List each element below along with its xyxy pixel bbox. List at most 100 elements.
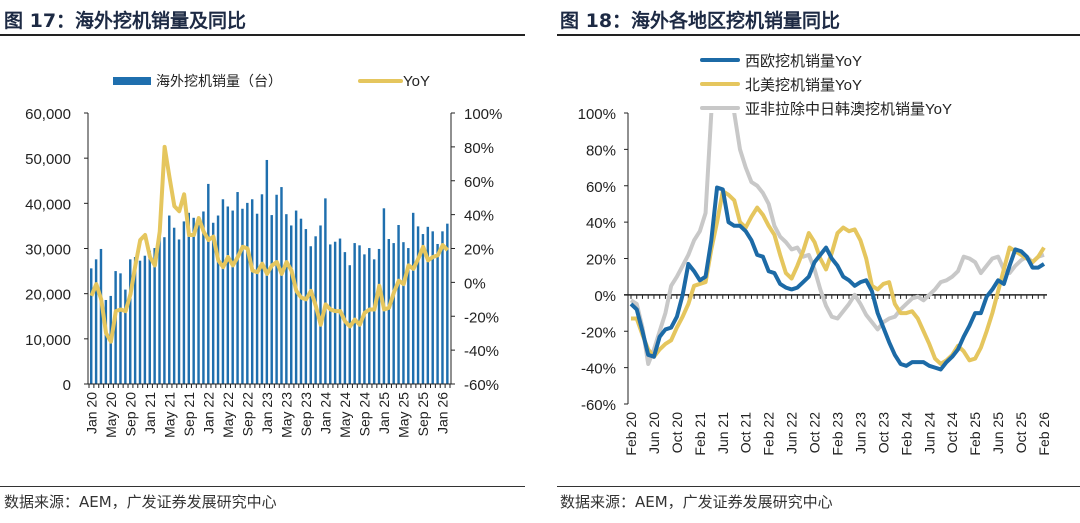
bar: [138, 260, 142, 384]
bar: [324, 198, 327, 384]
bar: [382, 208, 386, 384]
x-tick-label: May 24: [337, 392, 353, 438]
bar: [148, 250, 151, 384]
y-left-tick-label: 0: [63, 377, 71, 394]
bar: [250, 199, 254, 384]
left-chart-title: 图 17：海外挖机销量及同比: [4, 10, 247, 32]
left-chart: 海外挖机销量（台） YoY 0 10,000 20,000 30,000 40,000 50,…: [25, 73, 502, 438]
bar: [202, 211, 205, 384]
x-tick-label: Jun 21: [715, 412, 731, 454]
bar: [246, 202, 249, 384]
legend-label-yellow: 北美挖机销量YoY: [745, 77, 862, 94]
bar: [407, 248, 410, 384]
bar: [290, 225, 293, 384]
bar: [260, 194, 264, 384]
x-tick-label: Sep 20: [122, 392, 138, 437]
y-tick-label: 100%: [578, 106, 616, 123]
x-tick-label: Sep 23: [298, 392, 314, 437]
x-tick-label: Jun 20: [646, 412, 662, 454]
y-right-tick-label: 80%: [464, 140, 494, 157]
y-left-tick-label: 30,000: [25, 242, 71, 259]
x-tick-label: Jan 21: [142, 392, 158, 434]
bar: [294, 210, 298, 384]
right-chart-title: 图 18：海外各地区挖机销量同比: [560, 10, 841, 32]
y-left-tick-label: 60,000: [25, 106, 71, 123]
y-right-tick-label: -60%: [464, 377, 499, 394]
bar: [329, 244, 332, 384]
bar: [226, 206, 230, 384]
bar: [255, 213, 259, 384]
x-tick-label: Jun 23: [852, 412, 868, 454]
x-tick-label: Jan 23: [259, 392, 275, 434]
y-tick-label: 80%: [586, 142, 616, 159]
bar: [168, 215, 171, 384]
x-tick-label: Feb 23: [830, 412, 846, 456]
x-tick-label: Feb 26: [1036, 412, 1052, 456]
bar: [216, 215, 220, 384]
bar: [177, 239, 181, 384]
x-tick-label: Feb 24: [898, 412, 914, 456]
x-tick-label: May 22: [220, 392, 236, 438]
bar: [221, 199, 225, 384]
x-tick-label: May 25: [396, 392, 412, 438]
bar: [236, 192, 239, 384]
bar: [377, 248, 381, 384]
y-tick-label: -40%: [581, 361, 616, 378]
x-tick-label: Feb 22: [761, 412, 777, 456]
yoy-line: [89, 144, 450, 344]
x-tick-label: Sep 21: [181, 392, 197, 437]
bar: [99, 248, 103, 384]
left-title-rule: [0, 34, 525, 36]
y-tick-label: 0%: [594, 288, 616, 305]
bar: [129, 259, 132, 384]
bar: [187, 212, 191, 384]
x-tick-label: Oct 24: [944, 412, 960, 453]
legend-bar-swatch: [113, 77, 151, 85]
legend-yoy-label: YoY: [403, 73, 430, 90]
x-tick-label: Jan 24: [318, 392, 334, 434]
bar: [416, 226, 420, 384]
legend-bar-label: 海外挖机销量（台）: [156, 73, 282, 89]
x-tick-label: Jun 25: [990, 412, 1006, 454]
bar: [446, 223, 449, 384]
y-tick-label: 40%: [586, 215, 616, 232]
x-tick-label: Feb 20: [623, 412, 639, 456]
x-tick-label: Jun 24: [921, 412, 937, 454]
x-tick-label: Oct 23: [875, 412, 891, 453]
y-right-tick-label: -20%: [464, 309, 499, 326]
x-tick-label: Jun 22: [784, 412, 800, 454]
bar: [372, 259, 376, 384]
bar: [94, 259, 98, 384]
x-tick-label: Oct 20: [669, 412, 685, 453]
bar: [231, 210, 234, 384]
bar: [280, 187, 283, 384]
x-tick-label: Oct 21: [738, 412, 754, 453]
bar: [431, 231, 434, 384]
series-line-blue: [629, 185, 1046, 372]
bar: [411, 212, 415, 384]
bar: [387, 239, 391, 384]
x-tick-label: Feb 25: [967, 412, 983, 456]
y-right-tick-label: 20%: [464, 242, 494, 259]
x-tick-label: May 21: [161, 392, 177, 438]
y-tick-label: -20%: [581, 324, 616, 341]
x-tick-label: Oct 22: [807, 412, 823, 453]
y-right-tick-label: -40%: [464, 343, 499, 360]
series-line-yellow: [631, 189, 1046, 366]
bar: [124, 289, 127, 384]
bar: [270, 215, 273, 384]
bar: [153, 248, 156, 384]
bar: [133, 257, 137, 384]
x-tick-label: Sep 22: [240, 392, 256, 437]
series-line-gray: [629, 113, 1045, 366]
y-right-tick-label: 0%: [464, 275, 486, 292]
bar: [192, 217, 195, 384]
x-tick-label: Feb 21: [692, 412, 708, 456]
right-source: 数据来源：AEM，广发证券发展研究中心: [560, 493, 833, 511]
bar: [397, 225, 400, 384]
y-tick-label: -60%: [581, 397, 616, 414]
bar: [363, 254, 366, 384]
y-right-tick-label: 100%: [464, 106, 502, 123]
bar: [304, 229, 308, 384]
